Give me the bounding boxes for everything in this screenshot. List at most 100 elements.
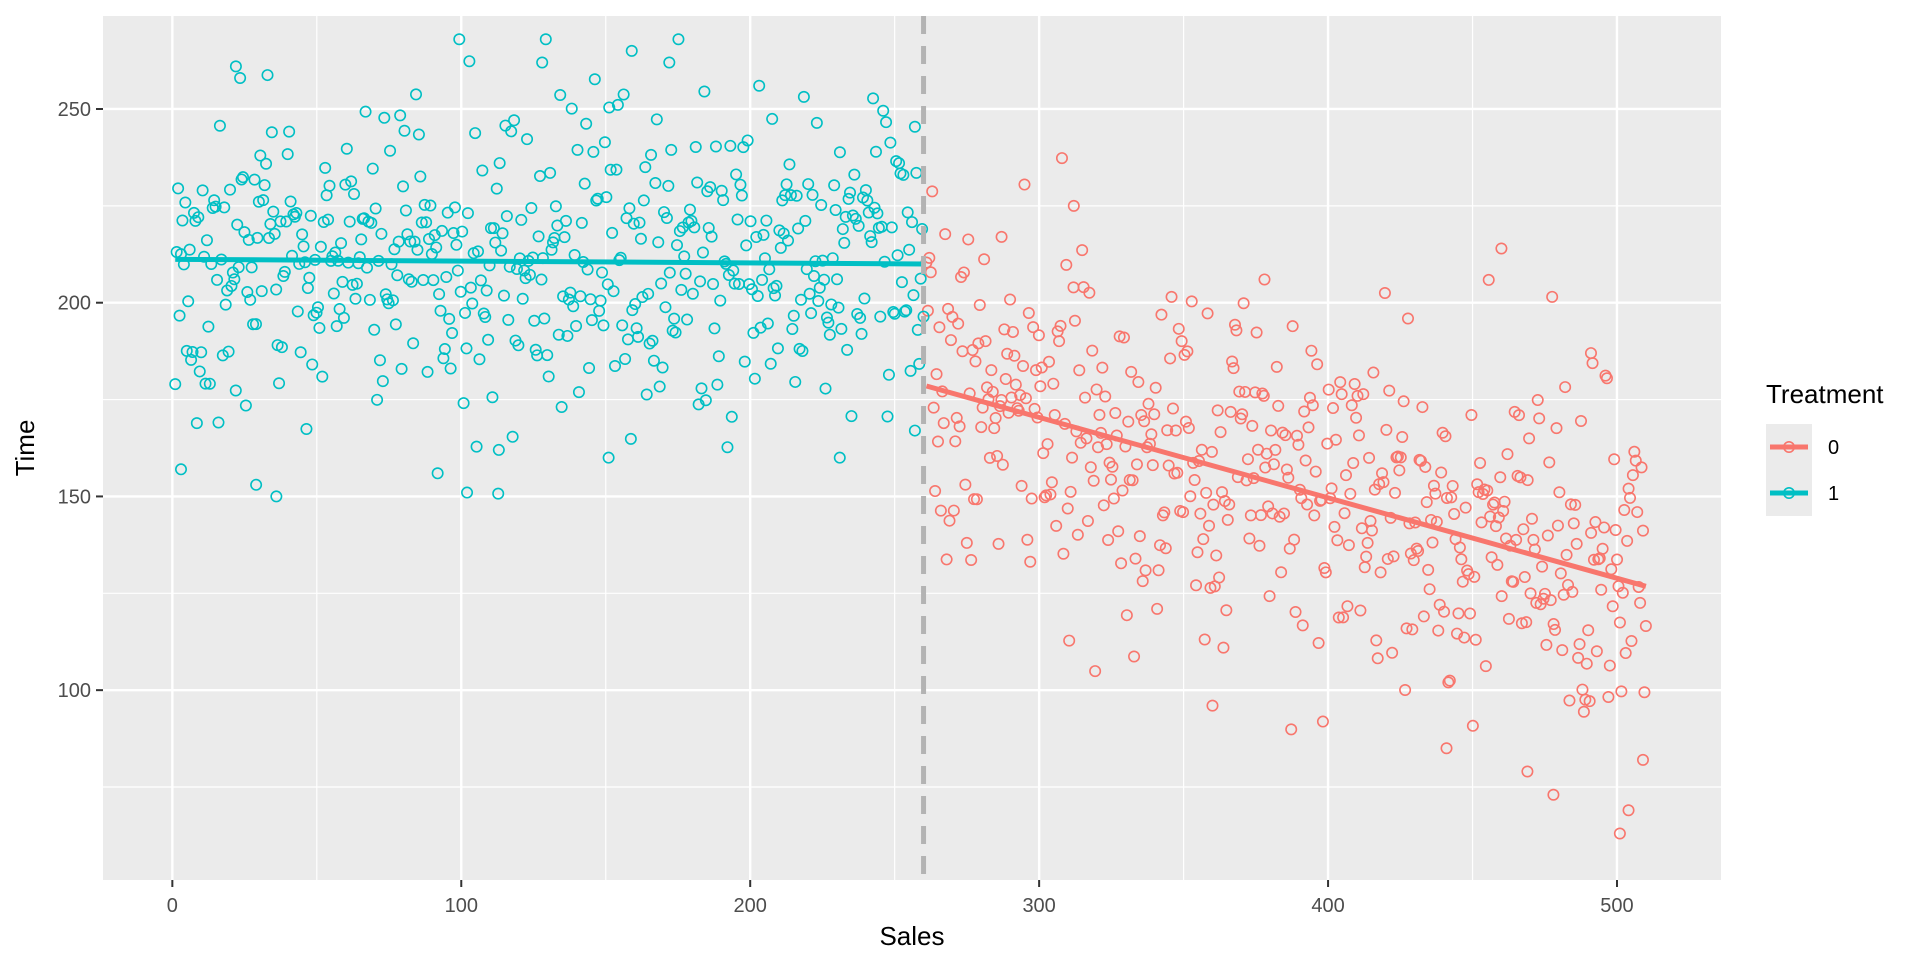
point-treatment-1 [797, 90, 810, 103]
point-treatment-1 [750, 231, 763, 244]
point-treatment-0 [1582, 624, 1595, 637]
point-treatment-1 [195, 346, 208, 359]
point-treatment-1 [486, 391, 499, 404]
point-treatment-0 [1475, 516, 1488, 529]
point-treatment-0 [1076, 244, 1089, 257]
point-treatment-0 [1439, 430, 1452, 443]
point-treatment-0 [1626, 469, 1639, 482]
point-treatment-0 [1639, 619, 1652, 632]
point-treatment-0 [947, 504, 960, 517]
point-treatment-0 [1008, 349, 1021, 362]
point-treatment-1 [715, 184, 728, 197]
point-treatment-1 [401, 228, 414, 241]
trend-lines [175, 256, 1647, 589]
x-tick-label: 200 [734, 895, 767, 917]
point-treatment-0 [1423, 583, 1436, 596]
x-tick-label: 100 [445, 895, 478, 917]
point-treatment-0 [1569, 498, 1582, 511]
point-treatment-0 [1071, 528, 1084, 541]
point-treatment-0 [1142, 397, 1155, 410]
point-treatment-0 [1194, 507, 1207, 520]
point-treatment-1 [877, 104, 890, 117]
legend-title: Treatment [1766, 379, 1884, 409]
point-treatment-1 [555, 400, 568, 413]
point-treatment-0 [1316, 715, 1329, 728]
x-tick-label: 0 [167, 895, 178, 917]
point-treatment-0 [1613, 616, 1626, 629]
point-treatment-1 [294, 346, 307, 359]
point-treatment-1 [901, 206, 914, 219]
point-treatment-0 [1288, 533, 1301, 546]
point-treatment-0 [1154, 539, 1167, 552]
point-treatment-1 [634, 232, 647, 245]
point-treatment-1 [273, 377, 286, 390]
point-treatment-0 [1574, 414, 1587, 427]
point-treatment-0 [1585, 526, 1598, 539]
point-treatment-0 [1164, 352, 1177, 365]
point-treatment-0 [1559, 381, 1572, 394]
point-treatment-1 [300, 423, 313, 436]
point-treatment-1 [822, 316, 835, 329]
point-treatment-0 [1329, 433, 1342, 446]
point-treatment-1 [561, 329, 574, 342]
point-treatment-1 [316, 370, 329, 383]
point-treatment-1 [464, 281, 477, 294]
point-treatment-1 [532, 230, 545, 243]
legend: Treatment 0 1 [1766, 379, 1884, 516]
point-treatment-1 [457, 397, 470, 410]
point-treatment-1 [767, 282, 780, 295]
point-treatment-0 [1285, 723, 1298, 736]
point-treatment-1 [248, 173, 261, 186]
point-treatment-1 [598, 136, 611, 149]
point-treatment-0 [1400, 622, 1413, 635]
point-treatment-1 [629, 298, 642, 311]
point-treatment-0 [970, 493, 983, 506]
point-treatment-0 [1357, 388, 1370, 401]
point-treatment-0 [1030, 364, 1043, 377]
point-treatment-0 [999, 373, 1012, 386]
point-treatment-0 [1621, 534, 1634, 547]
point-treatment-1 [314, 240, 327, 253]
point-treatment-0 [1061, 502, 1074, 515]
point-treatment-1 [261, 69, 274, 82]
point-treatment-0 [1211, 404, 1224, 417]
point-treatment-1 [861, 194, 874, 207]
point-treatment-0 [960, 536, 973, 549]
point-treatment-1 [512, 339, 525, 352]
point-treatment-1 [384, 144, 397, 157]
point-treatment-0 [1303, 391, 1316, 404]
point-treatment-0 [1570, 537, 1583, 550]
point-treatment-1 [378, 111, 391, 124]
point-treatment-1 [363, 293, 376, 306]
point-treatment-1 [616, 319, 629, 332]
point-treatment-0 [1122, 415, 1135, 428]
point-treatment-1 [650, 113, 663, 126]
point-treatment-1 [479, 310, 492, 323]
point-treatment-0 [1635, 461, 1648, 474]
point-treatment-1 [490, 182, 503, 195]
point-treatment-0 [1126, 474, 1139, 487]
point-treatment-1 [812, 294, 825, 307]
point-treatment-1 [297, 240, 310, 253]
point-treatment-1 [591, 192, 604, 205]
point-treatment-1 [189, 214, 202, 227]
point-treatment-1 [265, 126, 278, 139]
y-axis: 100 150 200 250 [58, 99, 103, 702]
point-treatment-0 [1580, 657, 1593, 670]
point-treatment-0 [1001, 347, 1014, 360]
point-treatment-1 [405, 275, 418, 288]
point-treatment-0 [1495, 242, 1508, 255]
point-treatment-1 [229, 384, 242, 397]
point-treatment-0 [1311, 358, 1324, 371]
point-treatment-0 [973, 299, 986, 312]
point-treatment-0 [1214, 426, 1227, 439]
point-treatment-1 [229, 60, 242, 73]
point-treatment-1 [183, 243, 196, 256]
point-treatment-0 [1227, 362, 1240, 375]
point-treatment-0 [1584, 347, 1597, 360]
point-treatment-1 [708, 322, 721, 335]
point-treatment-0 [1257, 389, 1270, 402]
y-tick-label: 150 [58, 486, 91, 508]
point-treatment-1 [799, 214, 812, 227]
point-treatment-0 [1466, 719, 1479, 732]
